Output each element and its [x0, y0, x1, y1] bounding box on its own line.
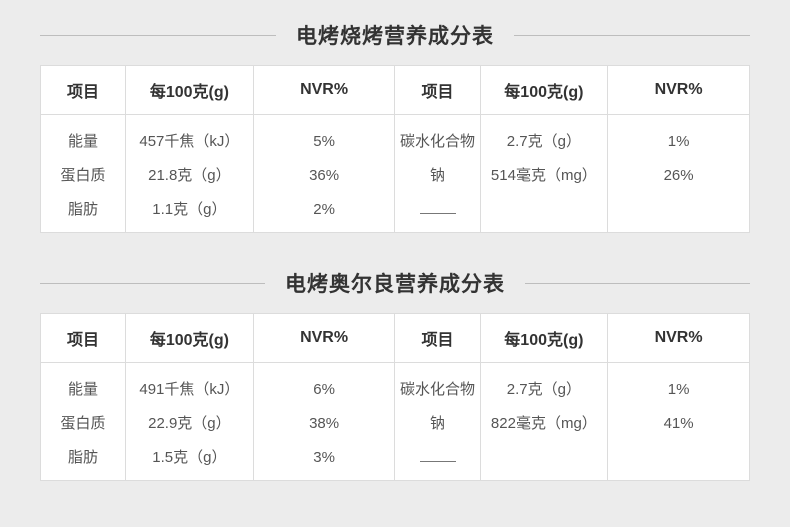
table-body-row: 能量 蛋白质 脂肪 457千焦（kJ） 21.8克（g） 1.1克（g） 5% — [41, 115, 750, 233]
cell-value: 514毫克（mg） — [485, 159, 604, 193]
table-header-row: 项目 每100克(g) NVR% 项目 每100克(g) NVR% — [41, 314, 750, 363]
cell-nvr-left: 5% 36% 2% — [253, 115, 395, 233]
nutrition-section-1: 电烤烧烤营养成分表 项目 每100克(g) NVR% 项目 每100克(g) N… — [40, 20, 750, 233]
cell-value: 能量 — [45, 125, 121, 159]
underline-icon — [420, 200, 456, 214]
nutrition-section-2: 电烤奥尔良营养成分表 项目 每100克(g) NVR% 项目 每100克(g) … — [40, 268, 750, 481]
cell-value: 蛋白质 — [45, 159, 121, 193]
cell-value: 2.7克（g） — [485, 373, 604, 407]
cell-items-left: 能量 蛋白质 脂肪 — [41, 363, 126, 481]
cell-value: 5% — [258, 125, 391, 159]
cell-value: 钠 — [399, 159, 475, 193]
header-item: 项目 — [395, 66, 480, 115]
cell-value: 38% — [258, 407, 391, 441]
table-title: 电烤奥尔良营养成分表 — [265, 268, 525, 298]
cell-value: 822毫克（mg） — [485, 407, 604, 441]
cell-value: 2% — [258, 193, 391, 227]
cell-nvr-right: 1% 26% — [608, 115, 750, 233]
title-line-right — [525, 283, 750, 284]
cell-value: 脂肪 — [45, 193, 121, 227]
nutrition-table: 项目 每100克(g) NVR% 项目 每100克(g) NVR% 能量 蛋白质… — [40, 313, 750, 481]
header-per100: 每100克(g) — [480, 314, 608, 363]
cell-value: 蛋白质 — [45, 407, 121, 441]
cell-value: 1% — [612, 373, 745, 407]
header-nvr: NVR% — [253, 66, 395, 115]
header-nvr: NVR% — [608, 66, 750, 115]
cell-per100-right: 2.7克（g） 822毫克（mg） — [480, 363, 608, 481]
title-line-right — [514, 35, 750, 36]
cell-blank — [399, 441, 475, 475]
cell-per100-right: 2.7克（g） 514毫克（mg） — [480, 115, 608, 233]
cell-value: 21.8克（g） — [130, 159, 249, 193]
header-item: 项目 — [41, 66, 126, 115]
cell-value: 2.7克（g） — [485, 125, 604, 159]
cell-items-right: 碳水化合物 钠 — [395, 115, 480, 233]
cell-value: 1% — [612, 125, 745, 159]
cell-value: 钠 — [399, 407, 475, 441]
cell-value: 脂肪 — [45, 441, 121, 475]
table-header-row: 项目 每100克(g) NVR% 项目 每100克(g) NVR% — [41, 66, 750, 115]
cell-items-right: 碳水化合物 钠 — [395, 363, 480, 481]
header-nvr: NVR% — [608, 314, 750, 363]
cell-value: 491千焦（kJ） — [130, 373, 249, 407]
header-nvr: NVR% — [253, 314, 395, 363]
cell-value: 碳水化合物 — [399, 373, 475, 407]
cell-value: 6% — [258, 373, 391, 407]
cell-value: 41% — [612, 407, 745, 441]
header-item: 项目 — [395, 314, 480, 363]
title-line-left — [40, 35, 276, 36]
cell-nvr-left: 6% 38% 3% — [253, 363, 395, 481]
cell-per100-left: 457千焦（kJ） 21.8克（g） 1.1克（g） — [126, 115, 254, 233]
table-title: 电烤烧烤营养成分表 — [276, 20, 514, 50]
header-per100: 每100克(g) — [480, 66, 608, 115]
cell-value: 22.9克（g） — [130, 407, 249, 441]
header-per100: 每100克(g) — [126, 314, 254, 363]
table-body-row: 能量 蛋白质 脂肪 491千焦（kJ） 22.9克（g） 1.5克（g） 6% — [41, 363, 750, 481]
cell-value: 26% — [612, 159, 745, 193]
header-per100: 每100克(g) — [126, 66, 254, 115]
underline-icon — [420, 448, 456, 462]
cell-value: 457千焦（kJ） — [130, 125, 249, 159]
cell-value: 1.1克（g） — [130, 193, 249, 227]
cell-value: 36% — [258, 159, 391, 193]
title-row: 电烤奥尔良营养成分表 — [40, 268, 750, 298]
cell-value: 碳水化合物 — [399, 125, 475, 159]
cell-nvr-right: 1% 41% — [608, 363, 750, 481]
title-row: 电烤烧烤营养成分表 — [40, 20, 750, 50]
nutrition-table: 项目 每100克(g) NVR% 项目 每100克(g) NVR% 能量 蛋白质… — [40, 65, 750, 233]
cell-items-left: 能量 蛋白质 脂肪 — [41, 115, 126, 233]
title-line-left — [40, 283, 265, 284]
cell-value: 3% — [258, 441, 391, 475]
cell-per100-left: 491千焦（kJ） 22.9克（g） 1.5克（g） — [126, 363, 254, 481]
cell-blank — [399, 193, 475, 227]
cell-value: 1.5克（g） — [130, 441, 249, 475]
header-item: 项目 — [41, 314, 126, 363]
cell-value: 能量 — [45, 373, 121, 407]
